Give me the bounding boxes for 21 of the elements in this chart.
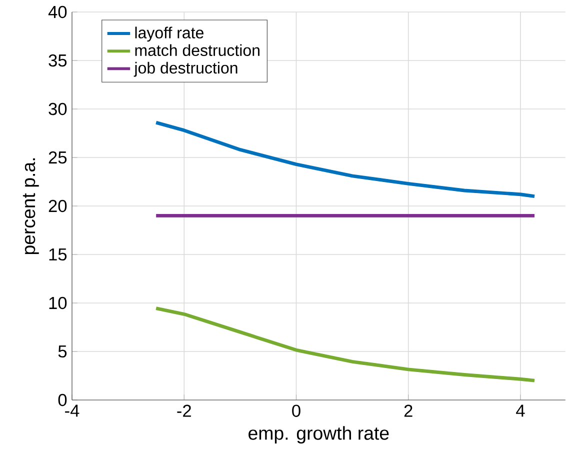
y-tick-label: 15	[49, 248, 67, 261]
y-tick-label: 0	[58, 394, 67, 406]
legend-label: layoff rate	[135, 26, 204, 42]
x-tick-label: 4	[516, 404, 525, 417]
x-tick-label: 2	[404, 404, 412, 417]
x-tick-label: -4	[65, 404, 80, 417]
x-axis-title: emp. growth rate	[248, 426, 389, 444]
line-series	[154, 120, 536, 198]
x-tick-label: -2	[177, 404, 191, 417]
y-tick-label: 25	[48, 151, 67, 164]
y-tick-label: 35	[48, 54, 67, 67]
y-tick-label: 10	[49, 296, 67, 310]
y-axis-title: percent p.a.	[22, 158, 39, 254]
line-series	[154, 306, 536, 382]
x-tick-label: 0	[292, 404, 300, 417]
y-tick-label: 20	[48, 200, 67, 212]
y-tick-label: 30	[48, 102, 67, 116]
y-tick-label: 5	[58, 345, 67, 358]
y-tick-label: 40	[48, 6, 67, 18]
legend-label: match destruction	[135, 44, 260, 56]
legend-label: job destruction	[134, 62, 238, 77]
